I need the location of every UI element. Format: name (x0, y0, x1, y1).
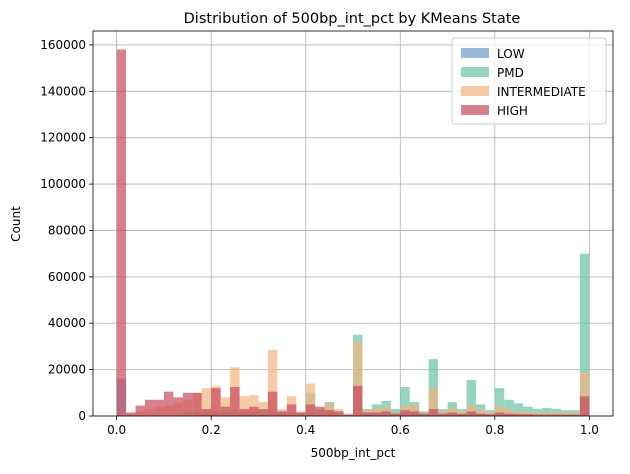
bar-high (362, 413, 371, 416)
bar-high (315, 407, 324, 416)
bar-high (277, 411, 286, 416)
bar-high (466, 411, 475, 416)
x-tick-label: 0.4 (296, 423, 315, 437)
x-tick-label: 0.6 (391, 423, 410, 437)
bar-high (306, 404, 315, 416)
y-tick-label: 120000 (40, 131, 86, 145)
bar-high (400, 410, 409, 416)
x-axis-label: 500bp_int_pct (311, 446, 396, 460)
bar-high (448, 413, 457, 416)
x-tick-label: 0.8 (485, 423, 504, 437)
x-tick-label: 0.0 (107, 423, 126, 437)
bar-high (268, 392, 277, 416)
bar-high (240, 409, 249, 416)
legend: LOW PMD INTERMEDIATE HIGH (452, 38, 606, 124)
bar-high (249, 407, 258, 416)
y-tick-label: 100000 (40, 177, 86, 191)
bar-high (429, 409, 438, 416)
y-tick-label: 20000 (48, 363, 86, 377)
bar-high (192, 393, 201, 416)
bar-high (145, 400, 154, 416)
bar-high (173, 397, 182, 416)
legend-label: INTERMEDIATE (497, 85, 586, 99)
bar-high (296, 413, 305, 416)
bar-high (211, 388, 220, 416)
bar-high (154, 400, 163, 416)
bar-high (353, 386, 362, 416)
bar-high (126, 413, 135, 416)
bar-high (164, 392, 173, 416)
legend-swatch (461, 67, 489, 77)
y-tick-label: 40000 (48, 316, 86, 330)
bar-high (410, 411, 419, 416)
bar-high (334, 411, 343, 416)
legend-label: LOW (497, 47, 525, 61)
legend-swatch (461, 48, 489, 58)
legend-swatch (461, 86, 489, 96)
bar-high (202, 409, 211, 416)
bar-high (580, 396, 589, 416)
bar-high (372, 413, 381, 416)
x-tick-label: 1.0 (580, 423, 599, 437)
y-tick-label: 160000 (40, 38, 86, 52)
y-tick-label: 60000 (48, 270, 86, 284)
bar-high (287, 404, 296, 416)
bar-high (325, 410, 334, 416)
bar-high (221, 407, 230, 416)
bar-high (183, 393, 192, 416)
legend-label: PMD (497, 66, 524, 80)
bar-high (258, 409, 267, 416)
y-tick-label: 80000 (48, 223, 86, 237)
y-axis-label: Count (9, 206, 23, 242)
y-tick-label: 0 (78, 409, 86, 423)
bar-high (230, 387, 239, 416)
bar-high (117, 50, 126, 416)
legend-swatch (461, 105, 489, 115)
legend-label: HIGH (497, 104, 528, 118)
x-tick-label: 0.2 (202, 423, 221, 437)
chart-title: Distribution of 500bp_int_pct by KMeans … (184, 11, 521, 27)
y-tick-label: 140000 (40, 84, 86, 98)
bar-high (495, 413, 504, 416)
bar-high (381, 411, 390, 416)
bar-high (136, 406, 145, 416)
